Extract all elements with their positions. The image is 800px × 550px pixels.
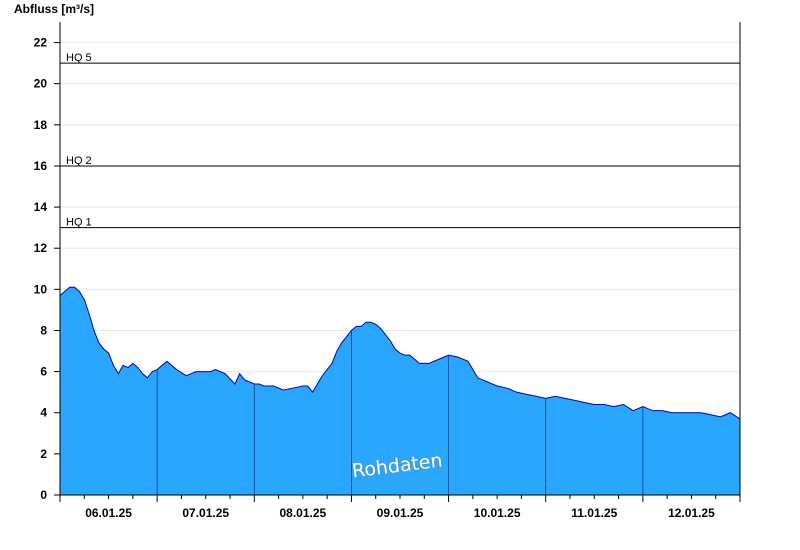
day-dividers xyxy=(156,330,644,495)
x-tick-label: 07.01.25 xyxy=(182,506,229,520)
y-tick-label: 18 xyxy=(34,118,48,132)
y-tick-label: 14 xyxy=(34,200,48,214)
y-tick-label: 8 xyxy=(40,323,47,337)
discharge-area xyxy=(59,286,741,495)
y-tick-label: 16 xyxy=(34,159,48,173)
y-tick-label: 0 xyxy=(40,488,47,502)
x-tick-label: 10.01.25 xyxy=(474,506,521,520)
y-tick-label: 12 xyxy=(34,241,48,255)
x-tick-label: 11.01.25 xyxy=(571,506,617,520)
x-tick-label: 08.01.25 xyxy=(279,506,326,520)
threshold-label: HQ 1 xyxy=(66,217,92,229)
threshold-label: HQ 2 xyxy=(66,155,92,167)
y-tick-label: 10 xyxy=(34,282,48,296)
y-tick-label: 6 xyxy=(40,365,47,379)
threshold-label: HQ 5 xyxy=(66,52,92,64)
y-axis-label: Abfluss [m³/s] xyxy=(14,2,94,16)
series-area xyxy=(60,287,740,495)
axes: 0 2 4 6 8 10 12 14 16 18 20 22 06.01.25 07.01.25 08.01… xyxy=(34,22,741,520)
y-tick-label: 20 xyxy=(34,77,48,91)
watermark-label: Rohdaten xyxy=(351,450,444,483)
y-tick-label: 4 xyxy=(40,406,47,420)
y-tick-label: 22 xyxy=(34,36,48,50)
threshold-lines: HQ 1 HQ 2 HQ 5 xyxy=(60,52,740,229)
x-tick-label: 09.01.25 xyxy=(377,506,424,520)
y-tick-label: 2 xyxy=(40,447,47,461)
series-line xyxy=(59,286,741,420)
x-tick-label: 06.01.25 xyxy=(85,506,132,520)
x-tick-label: 12.01.25 xyxy=(668,506,715,520)
